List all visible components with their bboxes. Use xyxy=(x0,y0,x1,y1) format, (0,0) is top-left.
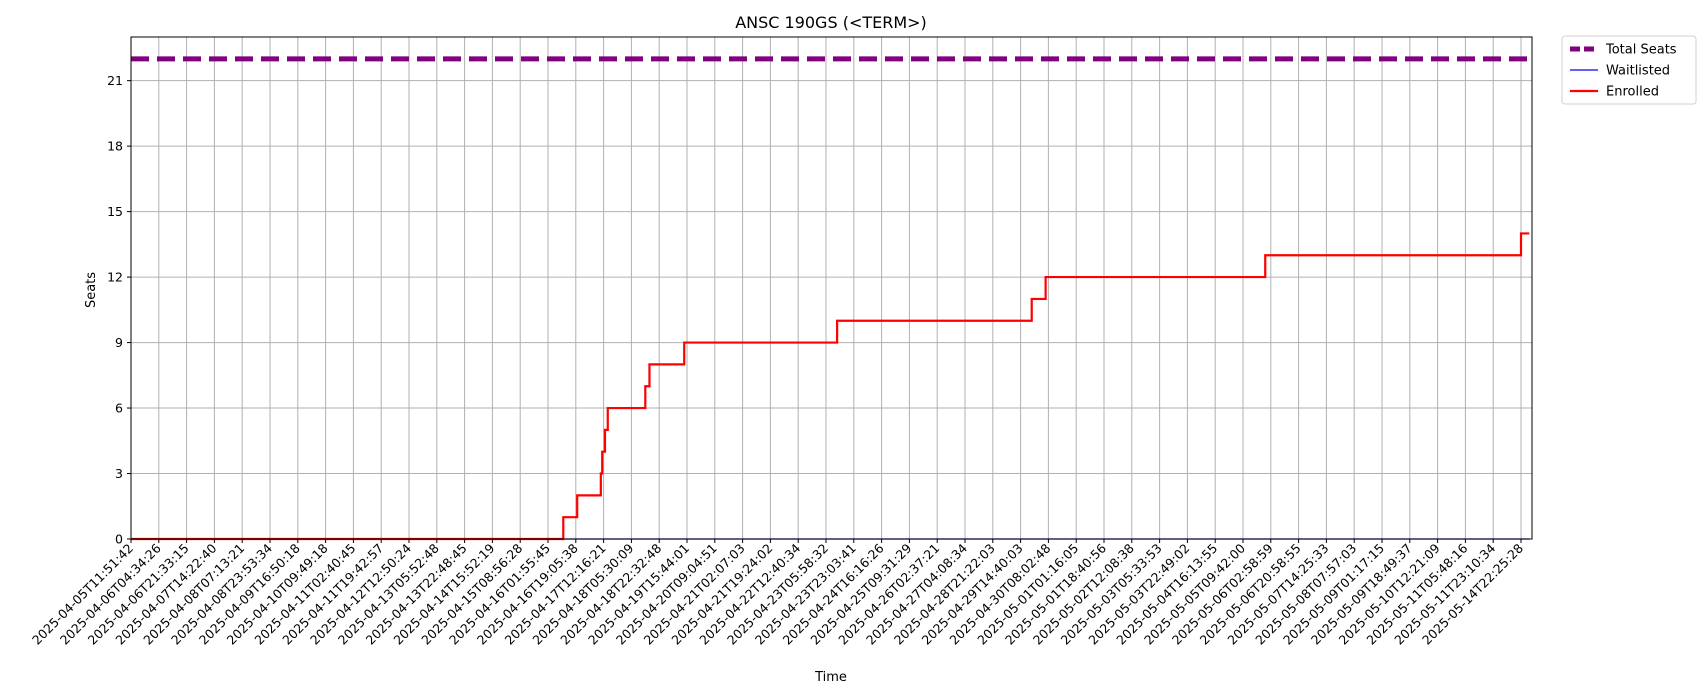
grid xyxy=(130,37,1532,540)
y-tick-label: 15 xyxy=(107,204,123,219)
legend-label: Total Seats xyxy=(1605,43,1677,58)
x-axis-label: Time xyxy=(814,670,847,685)
y-tick-label: 0 xyxy=(115,532,123,547)
y-tick-label: 9 xyxy=(115,335,123,350)
y-axis: 0 3 6 9 12 15 18 21 xyxy=(107,73,131,547)
y-tick-label: 12 xyxy=(107,270,123,285)
series-enrolled-line xyxy=(131,232,1530,541)
legend: Total Seats Waitlisted Enrolled xyxy=(1561,35,1697,105)
plot-frame xyxy=(130,36,1533,540)
chart-title: ANSC 190GS (<TERM>) xyxy=(735,13,927,32)
legend-label: Waitlisted xyxy=(1606,64,1670,79)
legend-box xyxy=(1561,35,1697,105)
y-axis-label: Seats xyxy=(84,272,99,308)
y-tick-label: 6 xyxy=(115,401,123,416)
legend-label: Enrolled xyxy=(1606,85,1659,100)
y-tick-label: 3 xyxy=(115,466,123,481)
y-tick-label: 18 xyxy=(107,139,123,154)
y-tick-label: 21 xyxy=(107,73,123,88)
series-layer xyxy=(131,56,1530,541)
x-axis: 2025-04-05T11:51:422025-04-06T04:34:2620… xyxy=(29,539,1526,648)
